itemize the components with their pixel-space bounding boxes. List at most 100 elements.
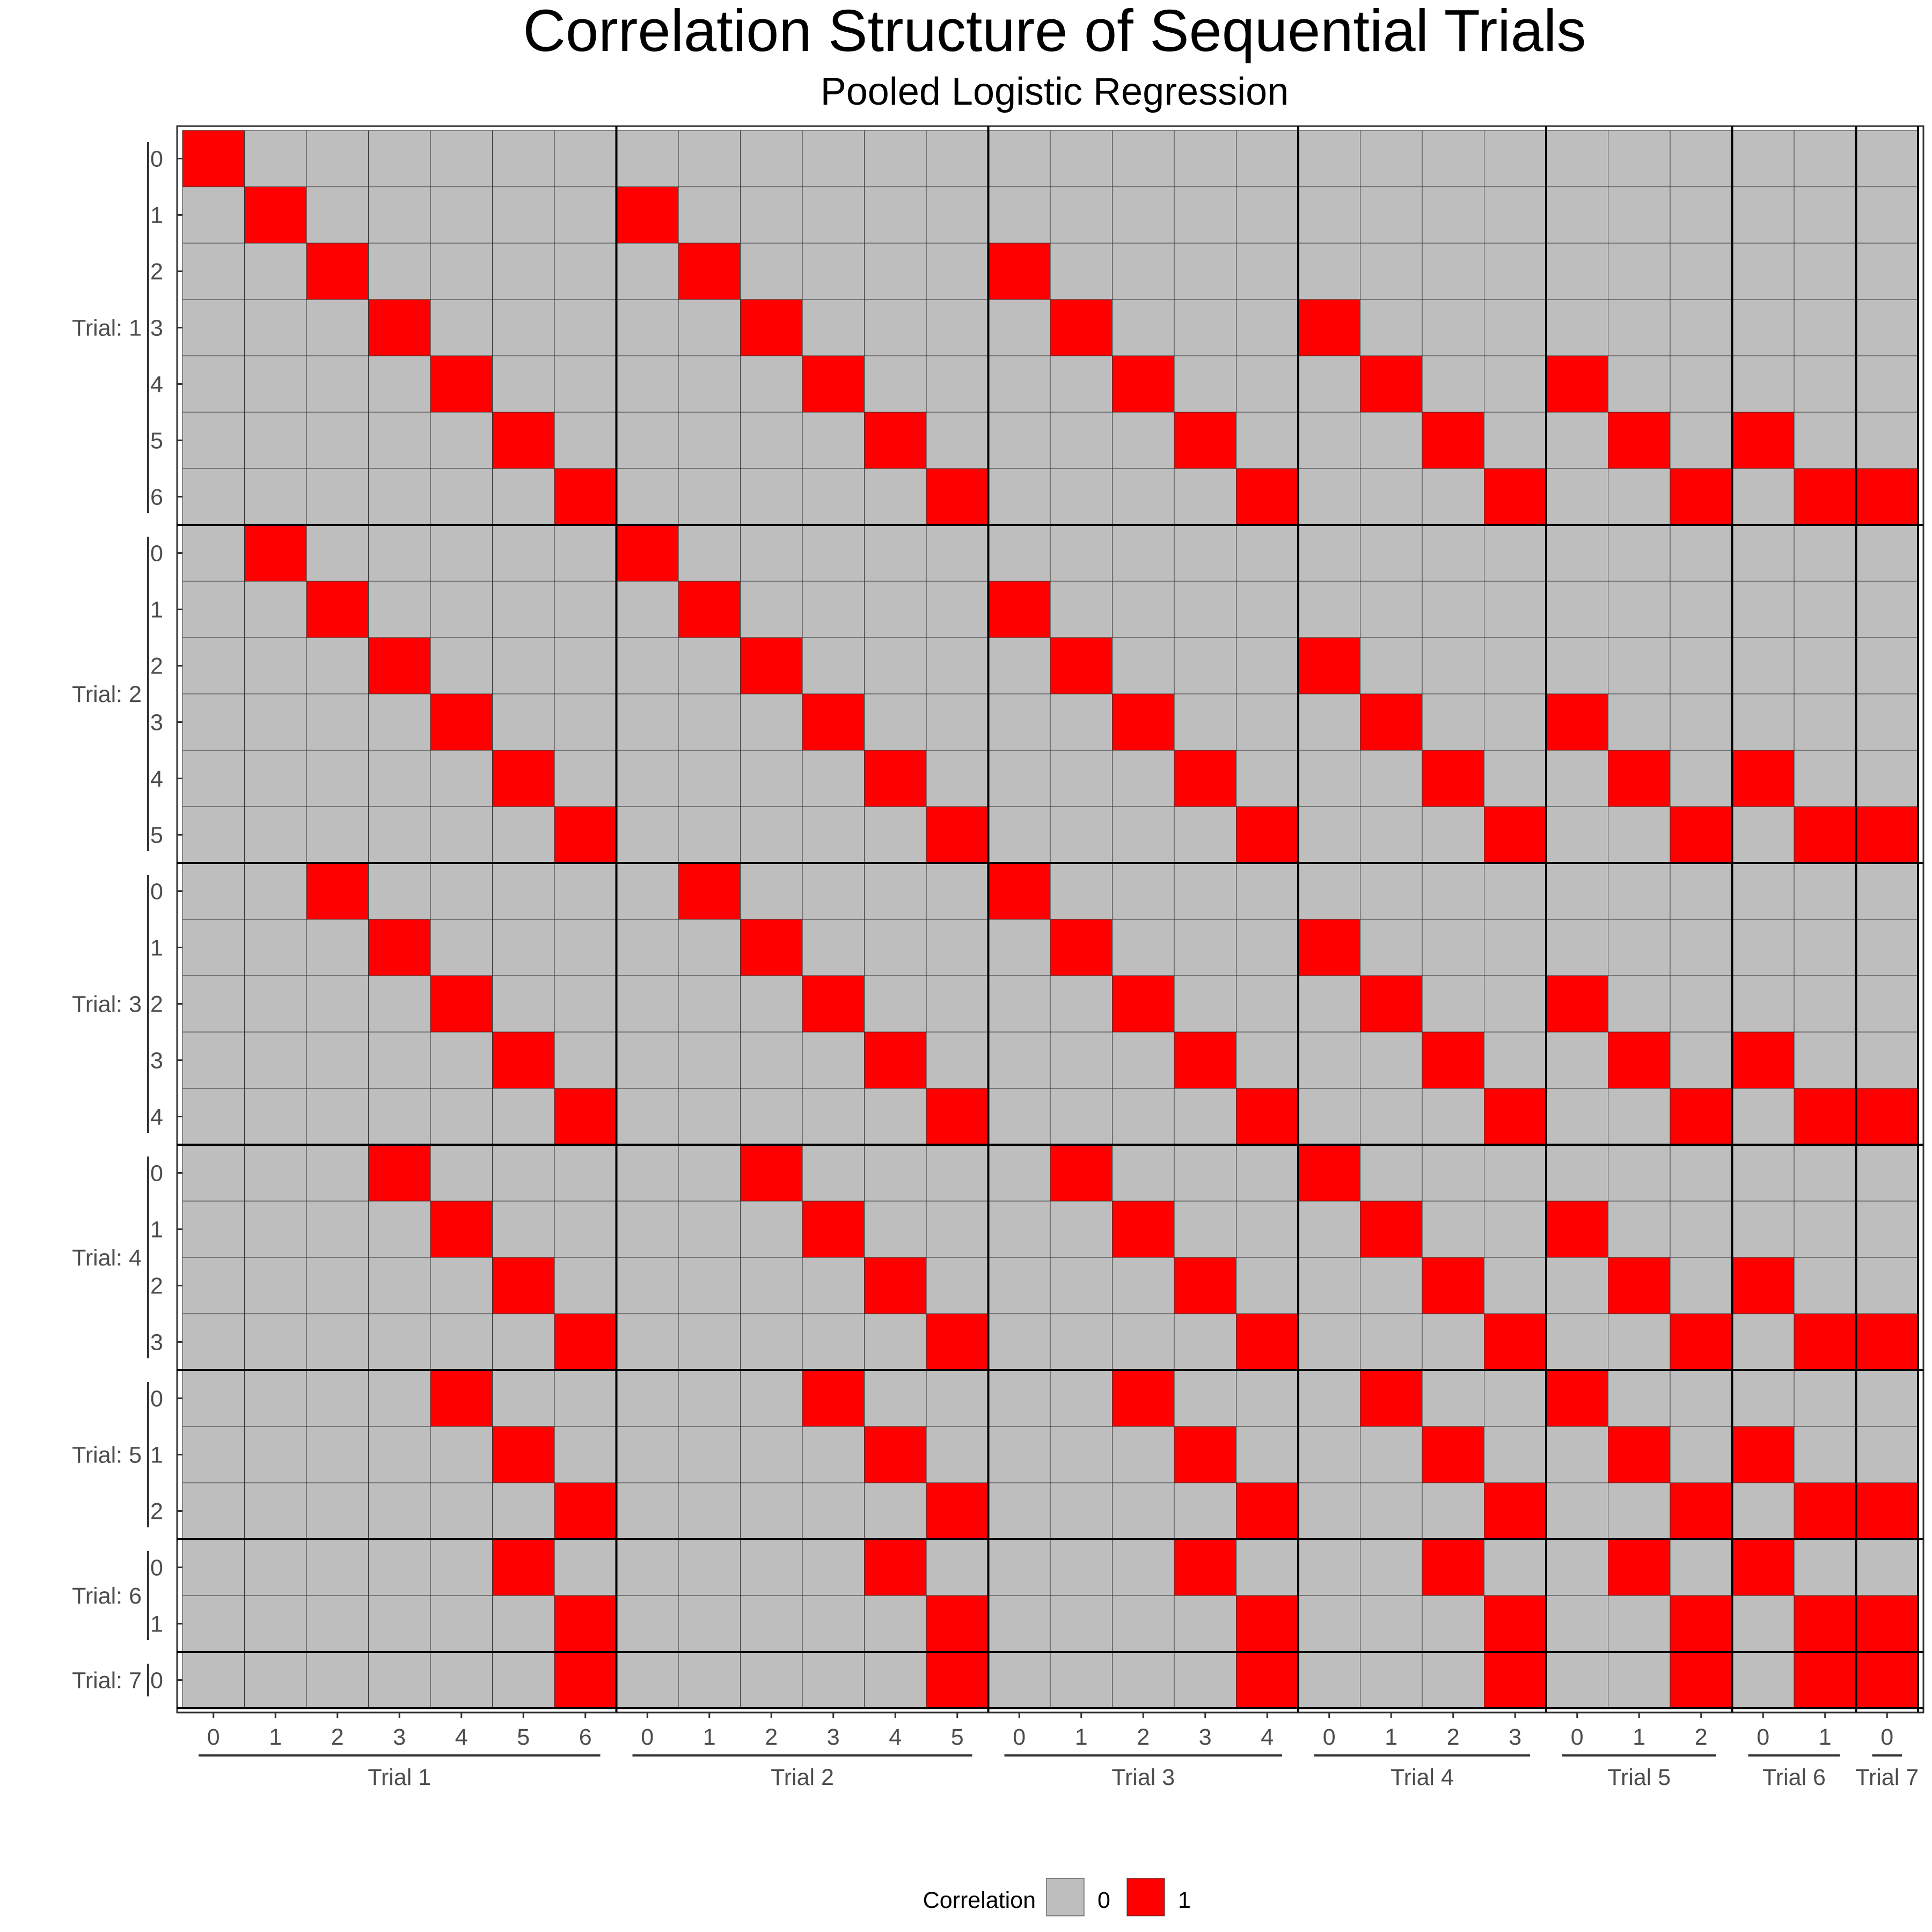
heatmap-cell-24-16	[1174, 1482, 1236, 1540]
heatmap-cell-2-19	[1360, 243, 1423, 300]
heatmap-cell-17-17	[1236, 1088, 1299, 1145]
heatmap-cell-16-4	[430, 1031, 493, 1089]
heatmap-cell-5-0	[182, 412, 245, 469]
heatmap-cell-19-1	[244, 1201, 307, 1258]
y-tick-label: 3	[150, 1330, 163, 1356]
heatmap-cell-19-13	[988, 1201, 1051, 1258]
heatmap-cell-1-13	[988, 186, 1051, 244]
heatmap-cell-16-10	[802, 1031, 865, 1089]
heatmap-cell-24-14	[1050, 1482, 1113, 1540]
x-tick-label: 3	[393, 1724, 406, 1750]
heatmap-cell-0-16	[1174, 130, 1236, 187]
x-tick-label: 0	[1880, 1724, 1893, 1750]
heatmap-cell-25-19	[1360, 1539, 1423, 1596]
heatmap-cell-20-12	[926, 1257, 989, 1314]
y-axis: 0 1 2 3 4 5 6 Trial: 1 0 1 2 3 4 5 Trial: 2 0 1 2 3 4 Trial:…	[72, 142, 182, 1696]
heatmap-cell-20-4	[430, 1257, 493, 1314]
heatmap-cell-7-4	[430, 524, 493, 582]
heatmap-cell-8-3	[368, 581, 431, 638]
heatmap-cell-13-6	[554, 862, 617, 920]
heatmap-cell-23-19	[1360, 1426, 1423, 1483]
heatmap-cell-14-12	[926, 919, 989, 976]
heatmap-cell-9-27	[1856, 637, 1919, 694]
heatmap-cell-17-5	[492, 1088, 555, 1145]
heatmap-cell-9-0	[182, 637, 245, 694]
heatmap-cell-21-19	[1360, 1313, 1423, 1371]
heatmap-cell-26-23	[1608, 1595, 1671, 1652]
heatmap-cell-5-18	[1298, 412, 1360, 469]
heatmap-cell-0-22	[1546, 130, 1608, 187]
heatmap-cell-24-23	[1608, 1482, 1671, 1540]
heatmap-cell-15-13	[988, 975, 1051, 1033]
heatmap-cell-2-2	[306, 243, 369, 300]
heatmap-cell-6-4	[430, 468, 493, 525]
heatmap-cell-24-20	[1422, 1482, 1484, 1540]
heatmap-cell-18-16	[1174, 1144, 1236, 1202]
heatmap-cell-25-15	[1112, 1539, 1175, 1596]
heatmap-cell-2-16	[1174, 243, 1236, 300]
heatmap-cell-22-2	[306, 1370, 369, 1427]
heatmap-cell-7-10	[802, 524, 865, 582]
heatmap-cell-22-22	[1546, 1370, 1608, 1427]
heatmap-cell-7-11	[864, 524, 927, 582]
heatmap-cell-26-20	[1422, 1595, 1484, 1652]
heatmap-cell-8-13	[988, 581, 1051, 638]
heatmap-cell-25-2	[306, 1539, 369, 1596]
heatmap-cell-0-26	[1794, 130, 1856, 187]
heatmap-cell-14-27	[1856, 919, 1919, 976]
heatmap-cell-0-20	[1422, 130, 1484, 187]
heatmap-cell-24-8	[678, 1482, 741, 1540]
heatmap-cell-8-15	[1112, 581, 1175, 638]
heatmap-cell-27-26	[1794, 1651, 1856, 1709]
heatmap-cell-25-9	[740, 1539, 803, 1596]
heatmap-cell-4-17	[1236, 355, 1299, 413]
heatmap-cell-3-22	[1546, 299, 1608, 356]
heatmap-cell-20-17	[1236, 1257, 1299, 1314]
heatmap-cell-6-16	[1174, 468, 1236, 525]
heatmap-cell-5-9	[740, 412, 803, 469]
heatmap-cell-19-21	[1484, 1201, 1547, 1258]
heatmap-cell-9-19	[1360, 637, 1423, 694]
heatmap-cell-15-24	[1670, 975, 1732, 1033]
heatmap-cell-27-27	[1856, 1651, 1919, 1709]
heatmap-cell-13-17	[1236, 862, 1299, 920]
heatmap-cell-22-8	[678, 1370, 741, 1427]
heatmap-cell-25-25	[1732, 1539, 1795, 1596]
heatmap-cell-23-1	[244, 1426, 307, 1483]
heatmap-cell-15-10	[802, 975, 865, 1033]
heatmap-cell-6-13	[988, 468, 1051, 525]
heatmap-cell-1-15	[1112, 186, 1175, 244]
heatmap-cell-18-0	[182, 1144, 245, 1202]
heatmap-cell-9-14	[1050, 637, 1113, 694]
heatmap-cell-9-11	[864, 637, 927, 694]
heatmap-cell-3-10	[802, 299, 865, 356]
heatmap-cell-20-23	[1608, 1257, 1671, 1314]
heatmap-cell-14-8	[678, 919, 741, 976]
heatmap-cell-3-9	[740, 299, 803, 356]
heatmap-cell-2-6	[554, 243, 617, 300]
heatmap-cell-26-25	[1732, 1595, 1795, 1652]
heatmap-cell-17-16	[1174, 1088, 1236, 1145]
heatmap-cell-26-22	[1546, 1595, 1608, 1652]
heatmap-cell-9-6	[554, 637, 617, 694]
heatmap-cell-11-27	[1856, 750, 1919, 807]
heatmap-cell-8-23	[1608, 581, 1671, 638]
heatmap-cell-20-22	[1546, 1257, 1608, 1314]
heatmap-cell-3-25	[1732, 299, 1795, 356]
heatmap-cell-1-22	[1546, 186, 1608, 244]
heatmap-cell-2-9	[740, 243, 803, 300]
heatmap-cell-0-4	[430, 130, 493, 187]
heatmap-cell-4-16	[1174, 355, 1236, 413]
heatmap-cell-14-6	[554, 919, 617, 976]
heatmap-cell-22-18	[1298, 1370, 1360, 1427]
legend-swatch-0	[1046, 1878, 1085, 1916]
heatmap-cell-7-5	[492, 524, 555, 582]
heatmap-cell-25-22	[1546, 1539, 1608, 1596]
heatmap-cell-21-9	[740, 1313, 803, 1371]
heatmap-cell-4-14	[1050, 355, 1113, 413]
heatmap-cell-18-3	[368, 1144, 431, 1202]
heatmap-cell-21-0	[182, 1313, 245, 1371]
heatmap-cell-1-24	[1670, 186, 1732, 244]
heatmap-cell-13-26	[1794, 862, 1856, 920]
heatmap-cell-20-11	[864, 1257, 927, 1314]
